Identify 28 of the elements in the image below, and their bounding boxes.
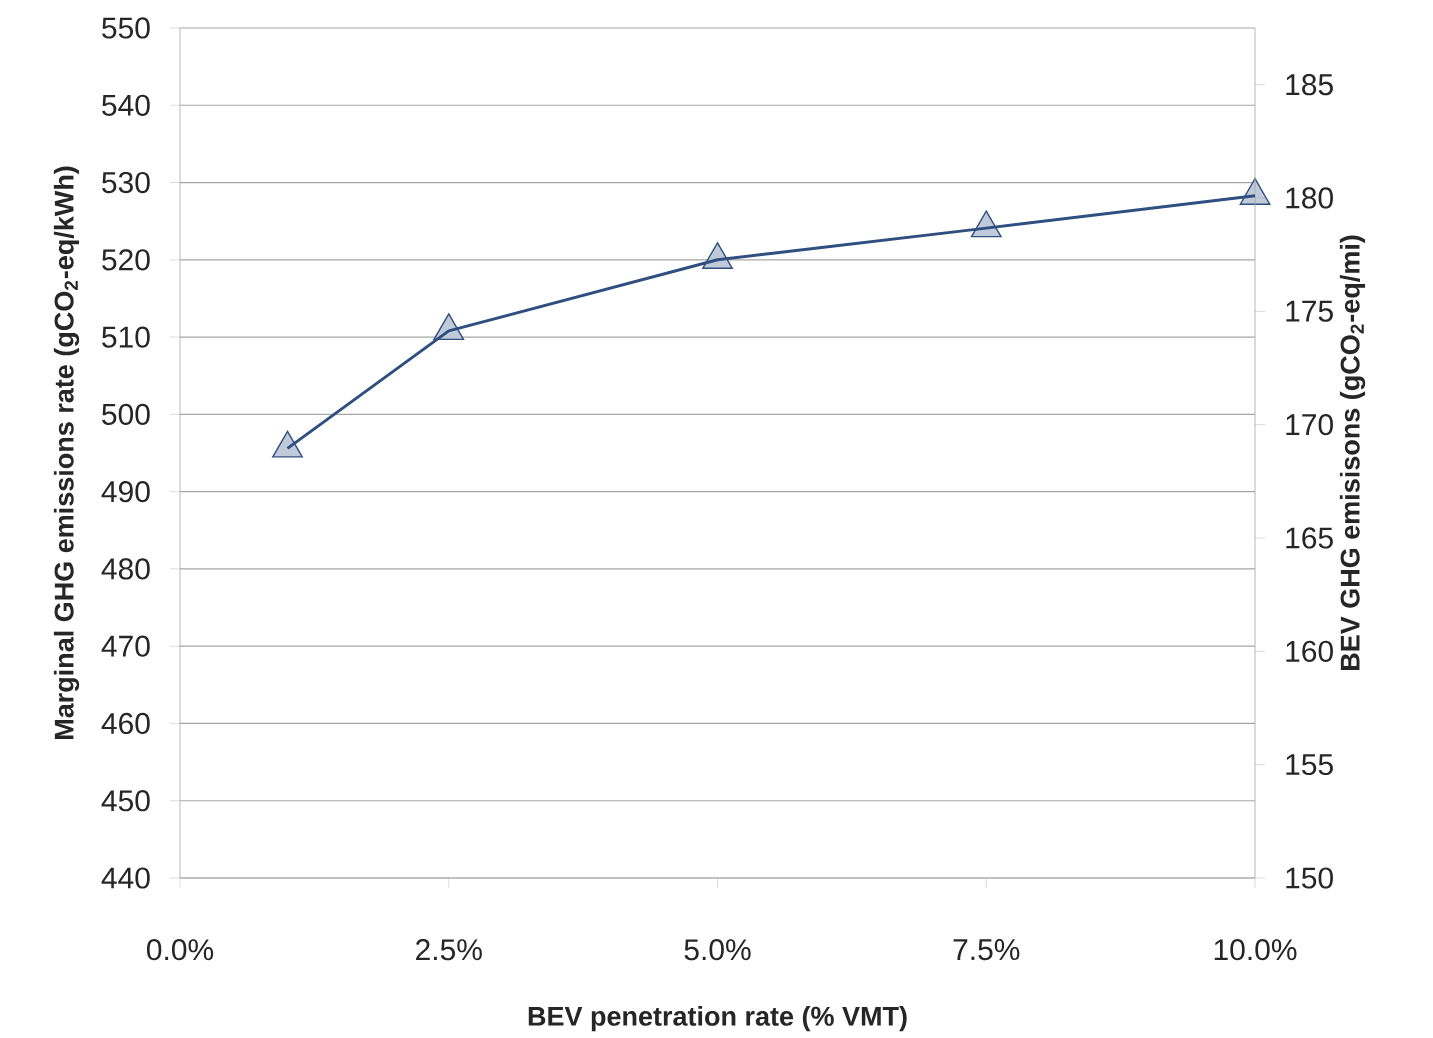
x-tick-label: 10.0% <box>1214 939 1297 961</box>
y2-tick-label: 175 <box>1286 300 1333 322</box>
y-tick-label: 490 <box>101 481 150 503</box>
x-tick-label: 0.0% <box>146 939 214 961</box>
y2-tick-label: 155 <box>1286 754 1333 776</box>
y-tick-label: 500 <box>102 403 150 426</box>
y-tick-label: 480 <box>101 558 150 580</box>
y-tick-label: 470 <box>101 635 150 657</box>
y2-tick-label: 160 <box>1286 640 1333 663</box>
y-tick-label: 550 <box>102 17 150 39</box>
x-tick-label: 7.5% <box>953 939 1020 961</box>
x-axis-title: BEV penetration rate (% VMT) <box>528 1006 907 1032</box>
x-tick-label: 5.0% <box>684 939 751 961</box>
y-tick-label: 450 <box>101 790 150 812</box>
y2-tick-label: 165 <box>1286 527 1333 549</box>
y-tick-label: 530 <box>102 171 150 194</box>
x-tick-label: 2.5% <box>416 939 482 961</box>
y2-tick-label: 150 <box>1286 867 1333 889</box>
y2-axis-title: BEV GHG emisisons (gCO$_{2}$-eq/mi) <box>1339 235 1366 671</box>
y-tick-label: 540 <box>102 94 150 116</box>
y2-tick-label: 185 <box>1286 74 1333 96</box>
y2-tick-label: 170 <box>1286 414 1333 436</box>
y-tick-label: 440 <box>101 867 150 889</box>
y-tick-label: 520 <box>102 249 150 271</box>
y-axis-title: Marginal GHG emissions rate (gCO$_{2}$-eq/kWh) <box>53 166 80 740</box>
y2-tick-label: 180 <box>1286 187 1333 209</box>
y-tick-label: 460 <box>101 712 150 735</box>
y-tick-label: 510 <box>102 326 150 348</box>
